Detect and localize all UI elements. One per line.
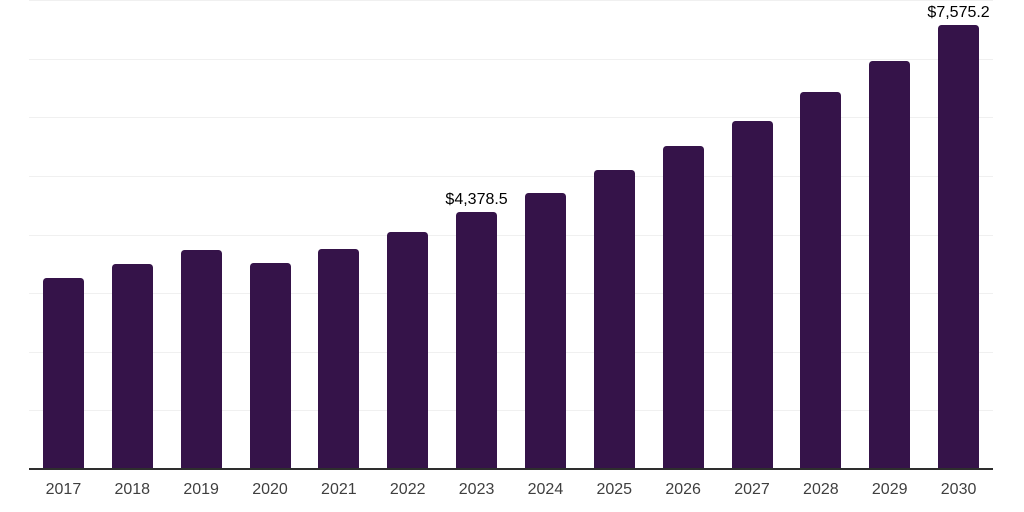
gridline-5000 (29, 175, 993, 177)
bar-2029 (869, 60, 911, 469)
plot-area: $4,378.5 $7,575.2 (29, 0, 993, 470)
gridline-1000 (29, 410, 993, 412)
bar-2028 (800, 92, 842, 469)
bar-2017 (42, 277, 84, 469)
x-tick-label-2029: 2029 (871, 481, 908, 498)
data-label-2023: $4,378.5 (445, 191, 508, 209)
gridline-2000 (29, 351, 993, 353)
x-tick-label-2024: 2024 (527, 481, 564, 498)
bar-2025 (593, 170, 635, 469)
gridline-3000 (29, 293, 993, 295)
x-tick-label-2021: 2021 (321, 481, 357, 498)
bar-2018 (111, 263, 153, 469)
x-tick-label-2025: 2025 (596, 481, 633, 498)
x-tick-label-2027: 2027 (734, 481, 770, 498)
gridline-6000 (29, 117, 993, 119)
x-tick-label-2023: 2023 (458, 481, 495, 498)
bar-2026 (662, 145, 704, 469)
gridline-4000 (29, 234, 993, 236)
x-tick-label-2030: 2030 (940, 481, 977, 498)
x-tick-label-2018: 2018 (114, 481, 151, 498)
gridline-8000 (29, 0, 993, 1)
x-tick-label-2026: 2026 (665, 481, 701, 498)
bar-2023 (456, 212, 498, 469)
bar-2030 (938, 24, 980, 469)
x-tick-label-2017: 2017 (45, 481, 82, 498)
bar-2019 (180, 250, 222, 469)
x-axis-labels: 2017 2018 2019 2020 2021 2022 2023 2024 2025 2026… (29, 481, 993, 501)
x-tick-label-2028: 2028 (803, 481, 839, 498)
bar-2027 (731, 120, 773, 469)
bar-2021 (318, 248, 360, 469)
data-label-2030: $7,575.2 (927, 3, 990, 21)
gridline-7000 (29, 58, 993, 60)
bar-2022 (387, 231, 429, 469)
x-axis-line (29, 468, 993, 470)
bar-2020 (249, 263, 291, 469)
x-tick-label-2022: 2022 (389, 481, 426, 498)
bar-2024 (524, 192, 566, 469)
x-tick-label-2019: 2019 (183, 481, 219, 498)
x-tick-label-2020: 2020 (252, 481, 288, 498)
